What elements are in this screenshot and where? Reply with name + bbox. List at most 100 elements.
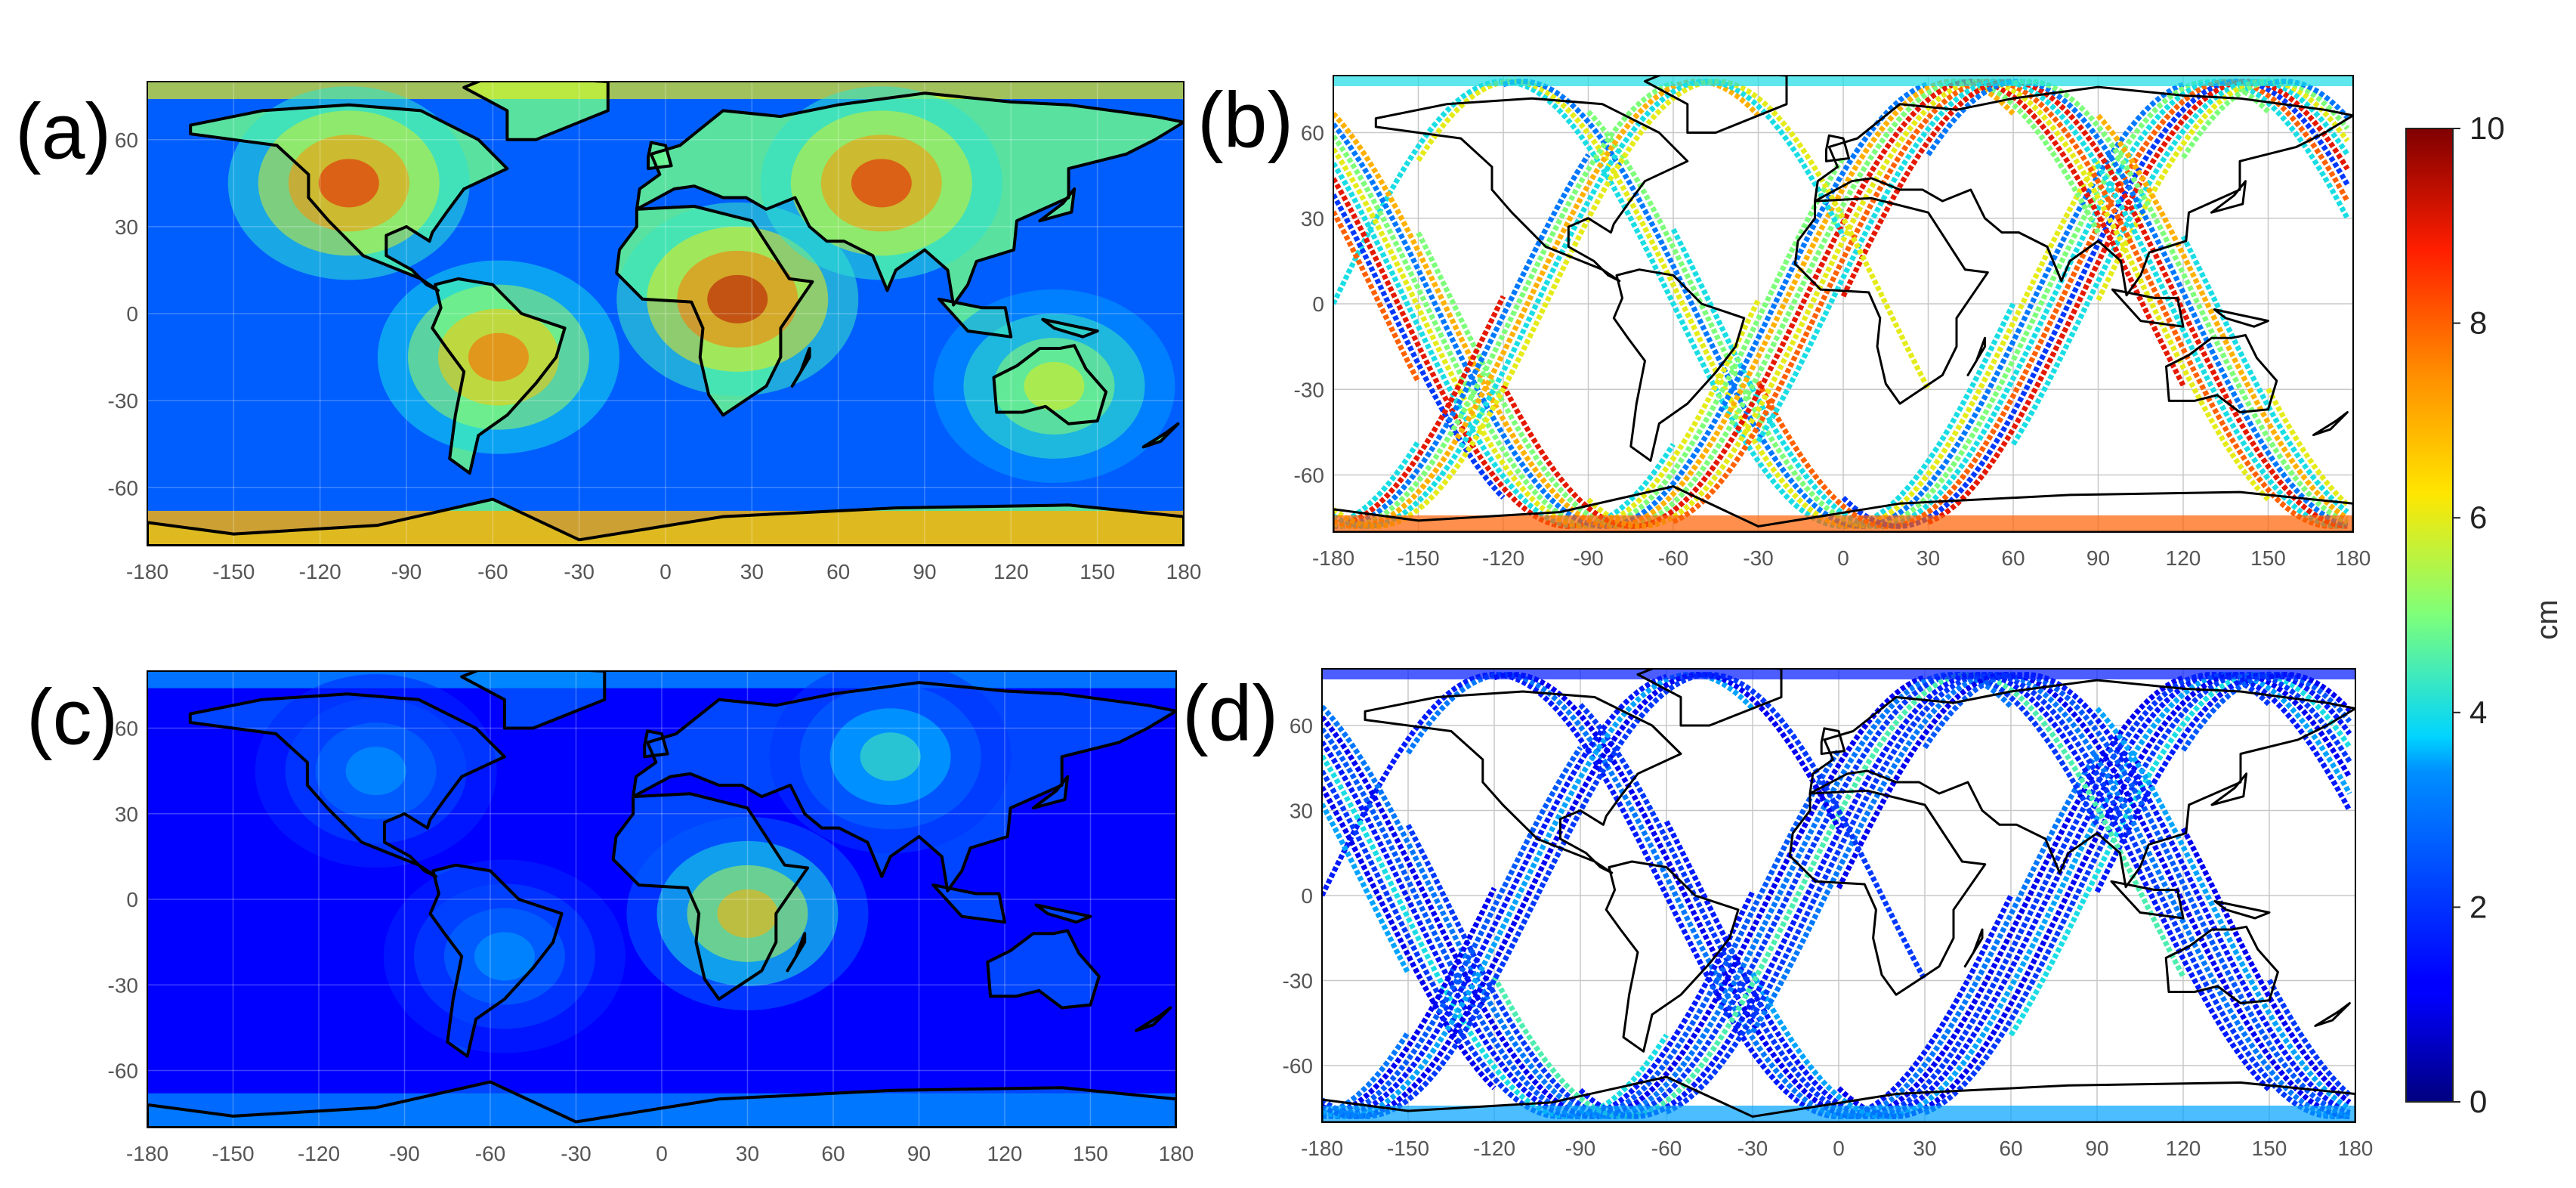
x-tick-label: -180 bbox=[1312, 546, 1354, 570]
y-tick-label: -60 bbox=[108, 1060, 138, 1083]
x-tick-label: 180 bbox=[2338, 1137, 2374, 1160]
coastline bbox=[1141, 422, 1180, 449]
x-tick-label: -120 bbox=[1473, 1137, 1515, 1160]
coastline bbox=[1644, 76, 1788, 134]
x-tick-label: -30 bbox=[1743, 546, 1773, 570]
x-tick-label: 150 bbox=[2252, 1137, 2287, 1160]
coastline bbox=[147, 1080, 1176, 1128]
coastline bbox=[992, 344, 1108, 425]
coastline bbox=[188, 692, 506, 878]
panel-label: (a) bbox=[15, 88, 111, 175]
ground-track bbox=[1586, 79, 2270, 529]
ground-track bbox=[1406, 672, 2099, 1119]
x-tick-label: -30 bbox=[561, 1142, 591, 1165]
x-tick-label: -60 bbox=[477, 560, 508, 583]
colorbar-tick-label: 10 bbox=[2469, 110, 2505, 146]
coastline bbox=[1374, 97, 1689, 283]
panel-label: (d) bbox=[1182, 670, 1278, 757]
coastline bbox=[1034, 903, 1092, 924]
coastline bbox=[1605, 860, 1740, 1053]
coastline bbox=[1788, 789, 1987, 996]
x-tick-label: -30 bbox=[564, 560, 594, 583]
coastline bbox=[786, 932, 807, 973]
coastline bbox=[1322, 1075, 2355, 1122]
x-tick-label: -90 bbox=[391, 560, 422, 583]
x-tick-label: 120 bbox=[2166, 1137, 2201, 1160]
x-tick-label: -120 bbox=[1482, 546, 1524, 570]
panel-2: -180 -150 -120 -90 -60 -30 0 30 60 90 120 150 180 60 3… bbox=[1197, 75, 2371, 570]
y-tick-label: -60 bbox=[1294, 464, 1324, 487]
panel-frame bbox=[147, 81, 1185, 546]
x-tick-label: 30 bbox=[1913, 1137, 1936, 1160]
y-tick-label: -60 bbox=[108, 476, 138, 500]
ground-track bbox=[1322, 671, 2014, 1120]
panel-4: -180 -150 -120 -90 -60 -30 0 30 60 90 120 150 180 60 3… bbox=[1182, 668, 2374, 1160]
coastline bbox=[2110, 880, 2185, 920]
y-tick-label: 60 bbox=[1301, 122, 1324, 145]
x-tick-label: 30 bbox=[1917, 546, 1940, 570]
coastline bbox=[2165, 334, 2278, 413]
x-tick-label: 150 bbox=[1080, 560, 1115, 583]
coastline bbox=[615, 205, 814, 417]
x-tick-label: 60 bbox=[826, 560, 850, 583]
hotspot-mark bbox=[345, 747, 406, 796]
x-tick-label: 120 bbox=[987, 1142, 1023, 1165]
x-tick-label: 90 bbox=[907, 1142, 931, 1165]
ground-track bbox=[1322, 671, 2352, 1120]
x-tick-label: 90 bbox=[2086, 546, 2110, 570]
y-tick-label: 0 bbox=[126, 888, 138, 911]
coastline bbox=[2213, 900, 2271, 920]
ground-track bbox=[1578, 671, 2272, 1120]
y-tick-label: 30 bbox=[1301, 207, 1324, 230]
ground-track bbox=[1333, 79, 2349, 529]
coastline bbox=[790, 347, 811, 388]
coastline bbox=[937, 297, 1013, 339]
x-tick-label: 150 bbox=[2250, 546, 2286, 570]
y-tick-label: 0 bbox=[126, 302, 138, 326]
coastline bbox=[1963, 928, 1984, 968]
x-tick-label: -90 bbox=[1565, 1137, 1595, 1160]
hotspot-mark bbox=[468, 333, 529, 382]
hotspot-mark bbox=[474, 932, 535, 981]
coastline bbox=[189, 103, 509, 292]
coastline bbox=[462, 82, 610, 141]
hotspot-mark bbox=[318, 159, 379, 208]
x-tick-label: 60 bbox=[1999, 1137, 2022, 1160]
x-tick-label: -60 bbox=[1651, 1137, 1682, 1160]
x-tick-label: -60 bbox=[1658, 546, 1688, 570]
x-tick-label: -90 bbox=[1573, 546, 1603, 570]
x-tick-label: 30 bbox=[740, 560, 764, 583]
coastline bbox=[1364, 690, 1682, 874]
x-tick-label: 90 bbox=[2085, 1137, 2108, 1160]
x-tick-label: -180 bbox=[126, 1142, 168, 1165]
coastline bbox=[986, 929, 1101, 1010]
coastline bbox=[635, 91, 1184, 307]
coastline bbox=[431, 277, 567, 475]
x-tick-label: 180 bbox=[1159, 1142, 1194, 1165]
colorbar-tick-label: 0 bbox=[2469, 1084, 2487, 1119]
colorbar-tick-label: 6 bbox=[2469, 500, 2487, 535]
ground-track bbox=[1333, 79, 2015, 529]
coastline bbox=[1612, 268, 1746, 463]
x-tick-label: 120 bbox=[993, 560, 1029, 583]
panel-1: -180 -150 -120 -90 -60 -30 0 30 60 90 120 150 180 60 3… bbox=[15, 81, 1202, 583]
hotspot-mark bbox=[707, 274, 768, 323]
coastline bbox=[1041, 317, 1099, 339]
x-tick-label: 180 bbox=[1166, 560, 1202, 583]
ground-track bbox=[1322, 671, 2352, 1120]
x-tick-label: -60 bbox=[475, 1142, 505, 1165]
x-tick-label: -180 bbox=[126, 560, 168, 583]
panel-label: (c) bbox=[26, 673, 118, 761]
coastline bbox=[1031, 775, 1070, 810]
coastline bbox=[2213, 308, 2269, 328]
ground-track bbox=[1322, 671, 2352, 1120]
coastline bbox=[1038, 187, 1076, 223]
ground-track bbox=[1333, 78, 2016, 530]
coastline bbox=[460, 671, 607, 730]
y-tick-label: 60 bbox=[1290, 714, 1313, 738]
y-tick-label: -30 bbox=[108, 389, 138, 413]
hotspot-mark bbox=[1024, 361, 1085, 410]
coastline bbox=[632, 681, 1176, 893]
colorbar-unit-label: cm bbox=[2531, 599, 2564, 639]
